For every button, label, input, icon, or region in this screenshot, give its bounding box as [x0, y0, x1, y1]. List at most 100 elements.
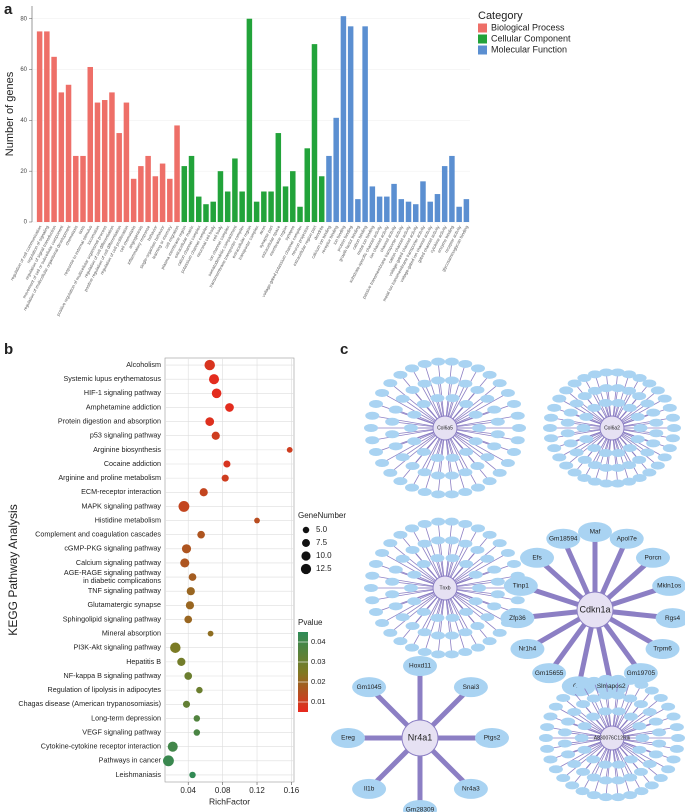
node	[405, 364, 420, 373]
node	[649, 429, 664, 438]
node	[610, 463, 625, 472]
node	[492, 379, 507, 388]
bar	[109, 92, 115, 223]
x-tick-label: 0.16	[284, 786, 300, 795]
node	[598, 707, 613, 716]
node	[431, 650, 446, 659]
node	[588, 477, 603, 486]
node	[507, 559, 522, 568]
node	[395, 453, 410, 462]
node	[598, 793, 613, 802]
node	[444, 517, 459, 526]
y-tick-label: Arginine biosynthesis	[93, 445, 161, 454]
node	[490, 590, 505, 599]
x-tick-label: 0.08	[215, 786, 231, 795]
node	[560, 429, 575, 438]
node	[650, 461, 665, 470]
node	[480, 554, 495, 563]
node	[630, 435, 645, 444]
node	[445, 613, 460, 622]
node	[510, 639, 545, 659]
node	[500, 548, 515, 557]
node	[635, 734, 650, 742]
node	[599, 384, 614, 393]
bar	[116, 133, 122, 222]
node	[561, 717, 576, 726]
y-tick-label: cGMP-PKG signaling pathway	[64, 544, 161, 553]
legend-label: 5.0	[316, 525, 328, 534]
node	[444, 357, 459, 366]
node	[621, 477, 636, 486]
x-tick-label: 0.12	[249, 786, 265, 795]
node	[653, 693, 668, 702]
node	[405, 622, 420, 631]
node	[472, 424, 487, 432]
node	[459, 607, 474, 616]
legend-label: Molecular Function	[491, 44, 567, 54]
hub-label: A830076C12Rik	[594, 735, 631, 741]
node	[665, 413, 680, 422]
hub-label: Col6a2	[604, 425, 620, 431]
node	[576, 767, 591, 776]
node	[458, 648, 473, 657]
hub	[432, 415, 458, 441]
node	[492, 628, 507, 637]
bar	[65, 84, 72, 222]
node	[648, 717, 663, 726]
node	[567, 707, 582, 716]
node	[393, 477, 408, 486]
bar	[51, 56, 57, 222]
bar	[130, 178, 137, 222]
bubble	[188, 573, 197, 581]
node	[431, 471, 446, 480]
y-tick-label: HIF-1 signaling pathway	[84, 388, 162, 397]
node-label: Apol7e	[617, 535, 638, 542]
bar	[297, 206, 303, 222]
x-tick-label: taxis	[77, 225, 86, 235]
node	[633, 767, 648, 776]
node	[403, 800, 437, 812]
node-label: Trpm6	[653, 646, 672, 653]
bubble	[223, 460, 231, 468]
hub	[401, 719, 439, 757]
node	[490, 417, 505, 426]
node	[458, 519, 473, 528]
bar	[246, 18, 253, 222]
node	[417, 379, 432, 388]
node	[623, 676, 638, 685]
node	[458, 628, 473, 637]
bar	[326, 155, 332, 222]
node	[388, 602, 403, 611]
node	[577, 374, 592, 383]
bar	[405, 201, 412, 222]
y-tick-label: Amphetamine addiction	[86, 402, 161, 411]
bubble	[184, 615, 193, 624]
node	[431, 631, 446, 640]
node	[543, 755, 558, 764]
node	[416, 560, 431, 569]
node	[430, 554, 445, 563]
node	[611, 398, 626, 407]
node	[510, 436, 525, 445]
node	[403, 656, 437, 676]
y-tick-label: Cytokine-cytokine receptor interaction	[41, 742, 161, 751]
y-tick-label: Complement and coagulation cascades	[35, 530, 161, 539]
node	[575, 787, 590, 796]
bar	[159, 163, 166, 222]
node	[375, 548, 390, 557]
bubble	[182, 700, 191, 708]
bar	[362, 26, 368, 223]
node	[459, 447, 474, 456]
node	[598, 674, 613, 683]
bubble	[211, 431, 220, 440]
node	[669, 744, 684, 753]
node	[642, 760, 657, 769]
node-label: Snai3	[463, 684, 480, 691]
panel-label: c	[340, 341, 348, 358]
bubble	[207, 630, 214, 637]
node	[634, 787, 649, 796]
panel-label: b	[4, 341, 13, 358]
legend-label: 0.01	[311, 697, 326, 706]
node	[393, 370, 408, 379]
